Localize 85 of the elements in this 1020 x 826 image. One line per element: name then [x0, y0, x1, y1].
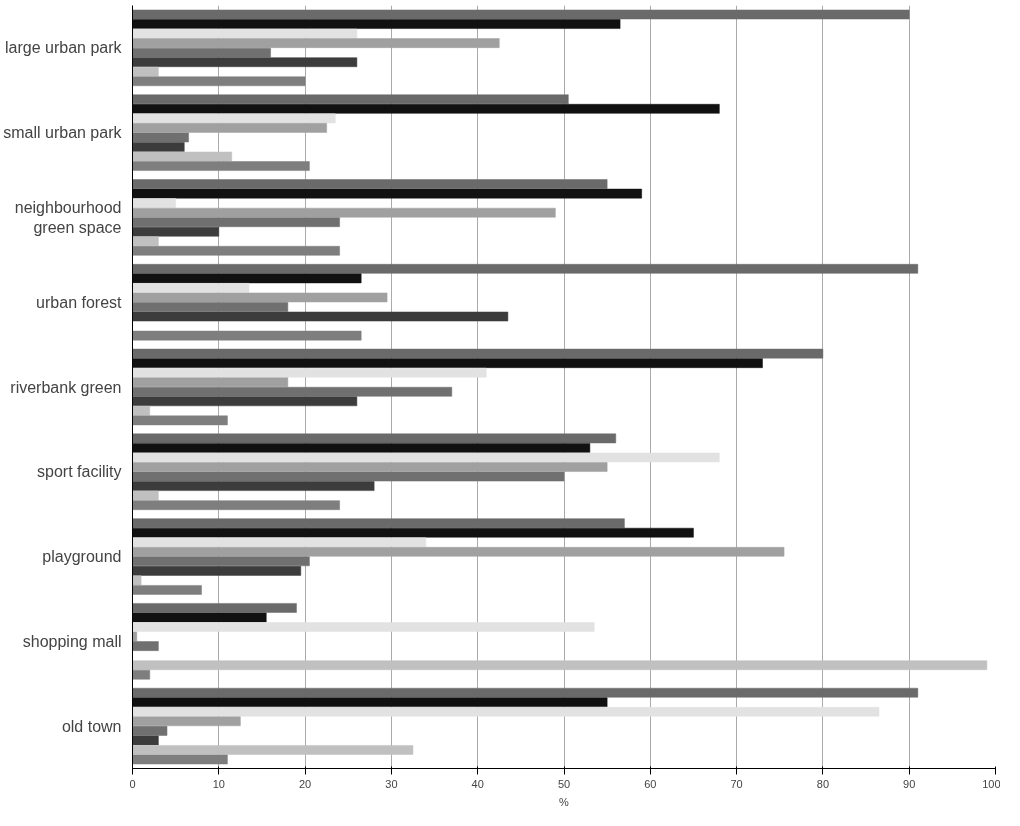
- bar: [132, 443, 591, 453]
- x-tick-label: 70: [730, 777, 743, 790]
- bar: [132, 612, 267, 623]
- x-tick-label: 0: [129, 777, 136, 790]
- y-tick-label: sport facility: [37, 463, 122, 481]
- x-tick-label: 20: [298, 777, 312, 790]
- bar: [132, 179, 608, 189]
- bar: [132, 57, 358, 67]
- bar: [132, 76, 306, 87]
- bar: [132, 142, 185, 152]
- y-tick-label: urban forest: [36, 293, 123, 311]
- bar: [132, 500, 340, 510]
- bar: [132, 19, 621, 29]
- bar: [132, 406, 151, 416]
- bar: [132, 358, 763, 368]
- bar: [132, 660, 988, 670]
- bar: [132, 707, 880, 717]
- bar: [132, 745, 414, 755]
- bar: [132, 330, 362, 341]
- bar: [132, 348, 824, 359]
- bar: [132, 641, 159, 651]
- bar: [132, 697, 608, 708]
- bar: [132, 47, 271, 58]
- bar: [132, 151, 232, 162]
- bar: [132, 566, 302, 576]
- bar: [132, 217, 340, 227]
- y-tick-label: riverbank green: [10, 378, 122, 396]
- x-tick-label: 80: [816, 777, 830, 790]
- bar: [132, 452, 720, 463]
- bar: [132, 9, 910, 20]
- bar: [132, 537, 427, 548]
- bar: [132, 490, 159, 501]
- bar: [132, 754, 228, 765]
- bar: [132, 433, 617, 444]
- x-tick-label: 100: [982, 777, 1001, 790]
- bar: [132, 527, 694, 538]
- bar: [132, 622, 595, 632]
- y-tick-label: small urban park: [3, 124, 123, 142]
- bar: [132, 236, 159, 247]
- bar: [132, 226, 220, 237]
- bar: [132, 132, 189, 143]
- bar: [132, 302, 289, 312]
- x-tick-label: 50: [557, 777, 571, 790]
- bar: [132, 518, 625, 528]
- bar: [132, 735, 159, 746]
- bar: [132, 481, 375, 491]
- bar: [132, 726, 168, 736]
- bar: [132, 273, 362, 284]
- bar: [132, 377, 289, 388]
- x-tick-label: 40: [471, 777, 484, 790]
- bar: [132, 386, 453, 397]
- bar: [132, 462, 608, 472]
- bar: [132, 113, 336, 124]
- bar: [132, 471, 565, 482]
- x-tick-label: 30: [385, 777, 398, 790]
- bar: [132, 94, 569, 105]
- bar: [132, 28, 358, 39]
- bar: [132, 585, 202, 595]
- bar: [132, 104, 720, 114]
- bar: [132, 246, 340, 256]
- bar: [132, 556, 310, 567]
- bar: [132, 396, 358, 407]
- x-axis-title: %: [559, 795, 570, 808]
- y-tick-label: large urban park: [4, 39, 123, 57]
- bar: [132, 415, 228, 426]
- bar: [132, 188, 642, 199]
- bar: [132, 283, 250, 293]
- bar: [132, 669, 151, 680]
- bar: [132, 687, 919, 698]
- x-tick-label: 10: [212, 777, 225, 790]
- x-tick-label: 90: [903, 777, 916, 790]
- y-tick-label: old town: [61, 717, 122, 735]
- y-tick-label: playground: [42, 548, 122, 566]
- bar: [132, 264, 919, 274]
- bar: [132, 575, 142, 586]
- x-tick-label: 60: [644, 777, 657, 790]
- bar: [132, 311, 509, 322]
- bar: [132, 367, 487, 378]
- bar: [132, 161, 310, 171]
- y-tick-label: shopping mall: [22, 632, 122, 650]
- bar: [132, 198, 176, 208]
- bar: [132, 66, 159, 77]
- y-tick-label: neighbourhood green space: [14, 198, 122, 237]
- bar: [132, 603, 297, 613]
- bar: [132, 631, 138, 642]
